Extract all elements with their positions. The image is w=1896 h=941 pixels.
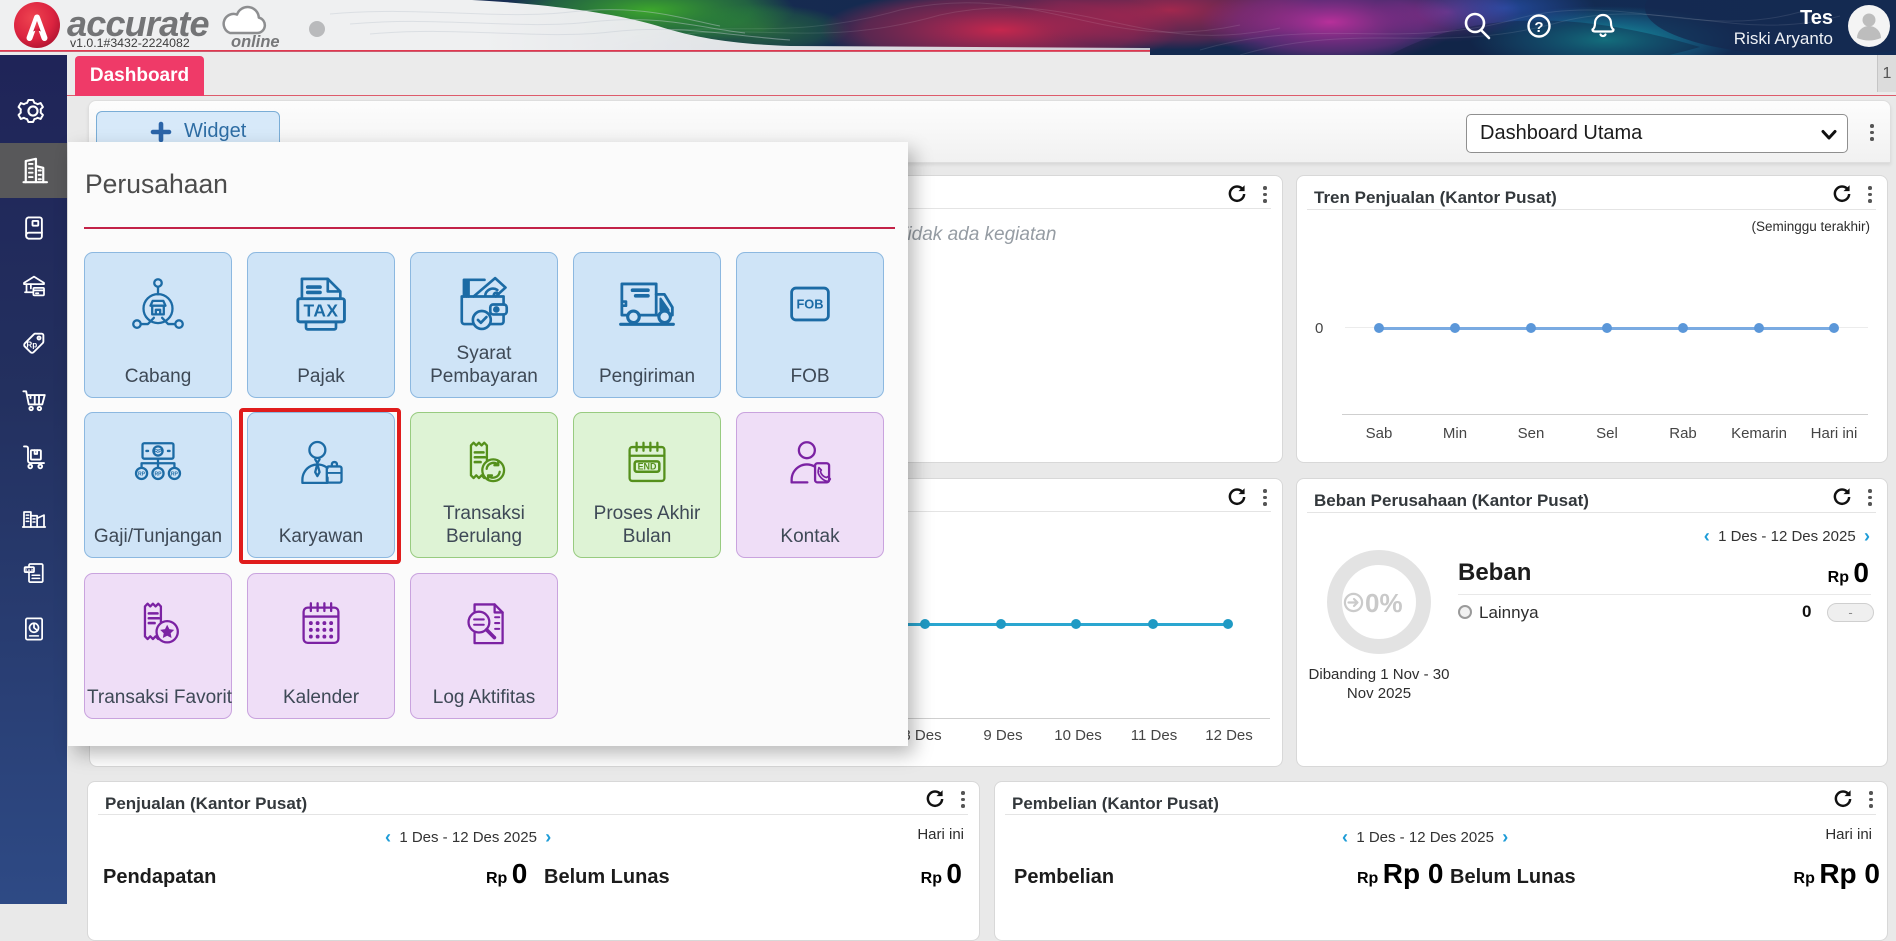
svg-text:TAX: TAX	[304, 301, 339, 321]
svg-text:Rp: Rp	[26, 340, 37, 349]
svg-text:END: END	[638, 461, 657, 471]
svg-text:Riski Aryanto: Riski Aryanto	[1734, 29, 1833, 48]
svg-text:?: ?	[1534, 19, 1543, 36]
svg-text:RP: RP	[138, 471, 146, 477]
svg-text:RP: RP	[154, 449, 162, 455]
svg-text:accurate: accurate	[67, 3, 209, 44]
svg-text:FOB: FOB	[796, 296, 823, 311]
svg-text:Tes: Tes	[1800, 7, 1833, 29]
svg-text:v1.0.1#3432-2224082: v1.0.1#3432-2224082	[70, 36, 190, 50]
svg-text:RP: RP	[171, 471, 179, 477]
svg-text:TAX: TAX	[25, 567, 34, 572]
svg-text:RP: RP	[154, 471, 162, 477]
svg-text:online: online	[231, 33, 280, 51]
